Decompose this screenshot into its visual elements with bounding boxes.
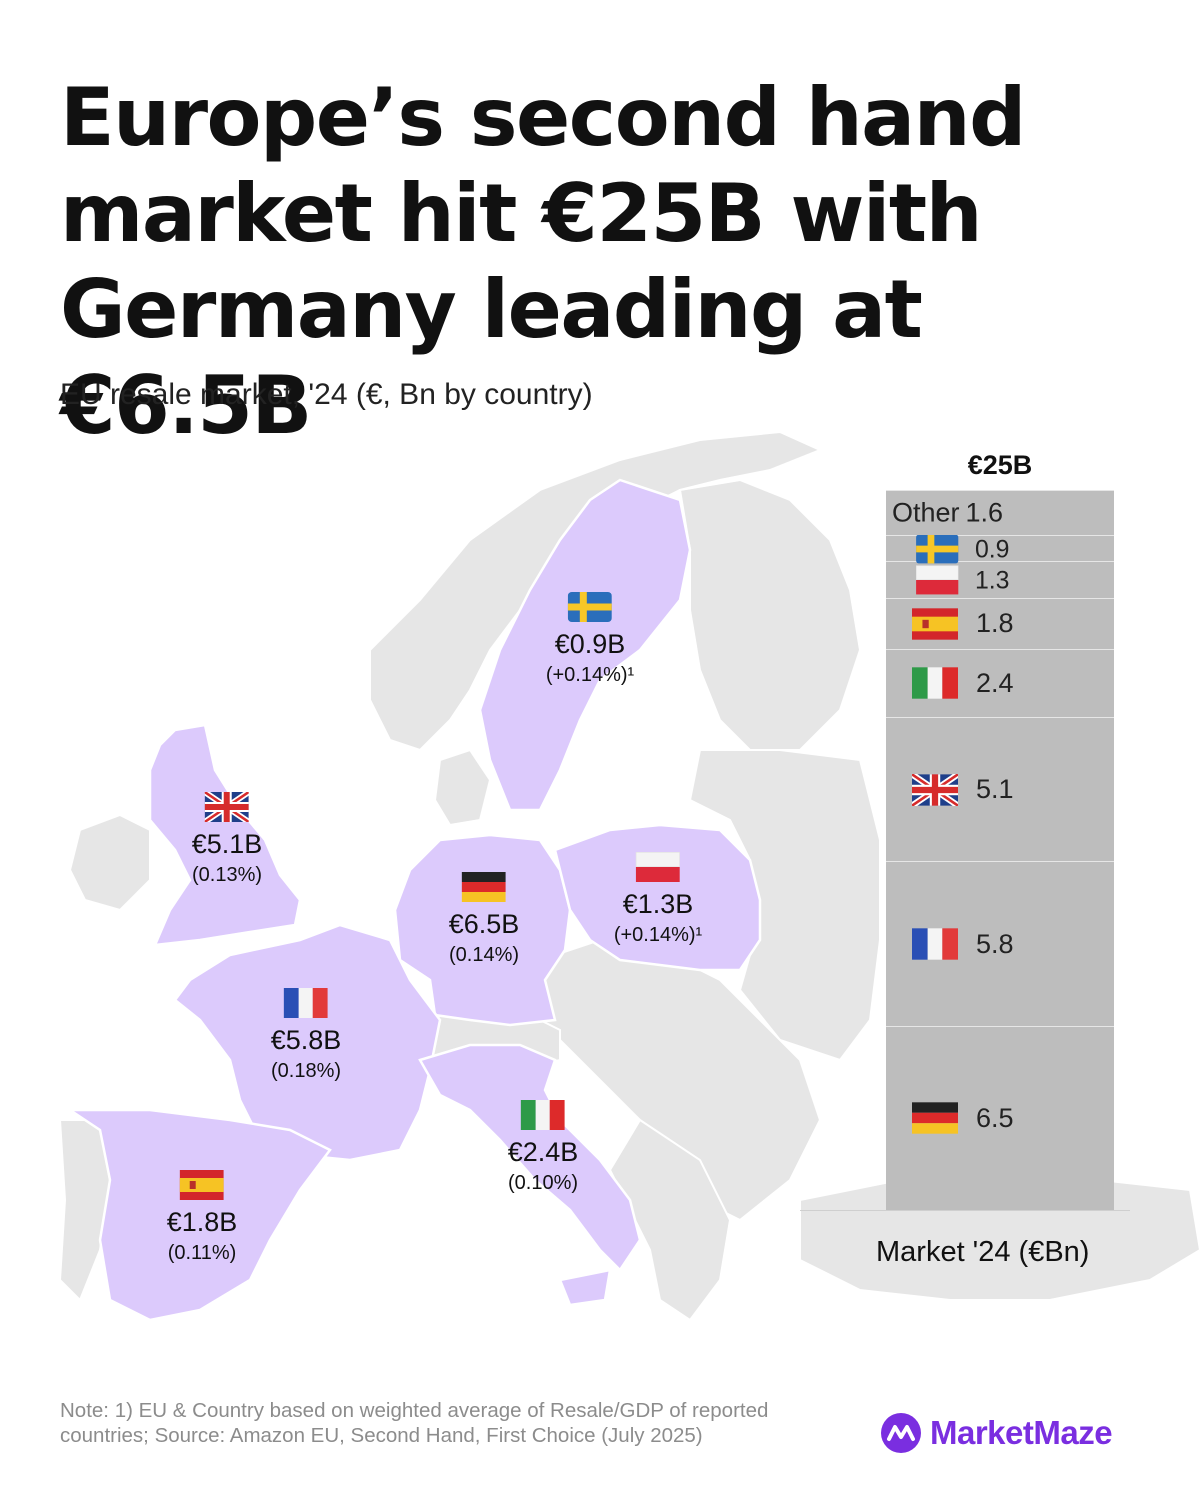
brand-logo: MarketMaze (880, 1412, 1113, 1454)
bar-axis-line (800, 1210, 1130, 1211)
map-label-italy: €2.4B (0.10%) (507, 1100, 579, 1196)
bar-segment-value: 6.5 (976, 1102, 1014, 1133)
stacked-bar: 6.5 5.8 5.1 2.4 1.8 1.3 0.9 Other 1.6 (886, 490, 1114, 1210)
map-country-france (173, 923, 442, 1162)
map-country-germany (393, 833, 572, 1027)
bar-segment-value: 0.9 (974, 534, 1010, 562)
map-country-italy-sicily (558, 1268, 612, 1307)
italy-flag-icon (521, 1100, 565, 1130)
map-label-sweden: €0.9B (+0.14%)¹ (546, 592, 634, 688)
map-value-spain: €1.8B (166, 1207, 238, 1237)
spain-flag-icon (912, 608, 958, 640)
bar-segment-sweden: 0.9 (886, 534, 1114, 564)
bar-segment-uk: 5.1 (886, 716, 1114, 862)
bar-segment-value: 5.1 (976, 774, 1014, 805)
map-land-denmark (433, 748, 492, 827)
marketmaze-logo-icon (881, 1413, 921, 1453)
map-land-ireland (68, 813, 151, 912)
map-country-sweden (478, 478, 692, 812)
map-land-finland (678, 478, 862, 751)
bar-segment-other: Other 1.6 (886, 490, 1114, 536)
map-value-sweden: €0.9B (554, 629, 626, 659)
bar-segment-value: 5.8 (976, 928, 1014, 959)
bar-segment-france: 5.8 (886, 861, 1114, 1026)
map-value-france: €5.8B (270, 1025, 342, 1055)
bar-axis-label: Market '24 (€Bn) (876, 1236, 1090, 1268)
sweden-flag-icon (568, 592, 612, 622)
poland-flag-icon (916, 565, 959, 595)
map-land-east (688, 749, 881, 1062)
page-title: Europe’s second hand market hit €25B wit… (60, 71, 1026, 452)
map-change-germany: (0.14%) (448, 944, 520, 966)
map-change-france: (0.18%) (270, 1060, 342, 1082)
map-country-italy (418, 1043, 642, 1272)
map-change-italy: (0.10%) (507, 1172, 579, 1194)
bar-segment-value: 1.3 (974, 565, 1010, 594)
map-value-uk: €5.1B (191, 829, 263, 859)
bar-segment-value: 1.8 (976, 608, 1014, 639)
page-subtitle: EU resale market, '24 (€, Bn by country) (60, 378, 593, 411)
map-change-uk: (0.13%) (191, 864, 263, 886)
germany-flag-icon (462, 872, 506, 902)
bar-segment-spain: 1.8 (886, 597, 1114, 649)
bar-segment-germany: 6.5 (886, 1025, 1114, 1210)
stack-total-label: €25B (967, 450, 1033, 480)
map-label-germany: €6.5B (0.14%) (448, 872, 520, 968)
sweden-flag-icon (916, 534, 959, 564)
brand-name: MarketMaze (930, 1414, 1113, 1451)
map-label-uk: €5.1B (0.13%) (191, 792, 263, 888)
footnote: Note: 1) EU & Country based on weighted … (60, 1399, 769, 1447)
uk-flag-icon (205, 792, 249, 822)
france-flag-icon (912, 928, 958, 960)
map-label-france: €5.8B (0.18%) (270, 988, 342, 1084)
spain-flag-icon (180, 1170, 224, 1200)
map-label-poland: €1.3B (+0.14%)¹ (614, 852, 702, 948)
map-value-germany: €6.5B (448, 909, 520, 939)
france-flag-icon (284, 988, 328, 1018)
bar-segment-poland: 1.3 (886, 560, 1114, 598)
uk-flag-icon (912, 773, 958, 806)
map-label-spain: €1.8B (0.11%) (166, 1170, 238, 1266)
map-country-poland (553, 823, 762, 972)
bar-segment-name: Other (892, 497, 960, 528)
bar-segment-value: 2.4 (976, 667, 1014, 698)
poland-flag-icon (636, 852, 680, 882)
bar-segment-value: 1.6 (965, 497, 1004, 528)
bar-segment-italy: 2.4 (886, 648, 1114, 717)
italy-flag-icon (912, 667, 958, 699)
germany-flag-icon (912, 1102, 958, 1135)
map-country-spain (65, 1108, 332, 1322)
map-change-spain: (0.11%) (167, 1242, 237, 1264)
map-change-poland: (+0.14%)¹ (613, 924, 703, 946)
map-value-italy: €2.4B (507, 1137, 579, 1167)
map-change-sweden: (+0.14%)¹ (545, 664, 635, 686)
map-value-poland: €1.3B (622, 889, 694, 919)
